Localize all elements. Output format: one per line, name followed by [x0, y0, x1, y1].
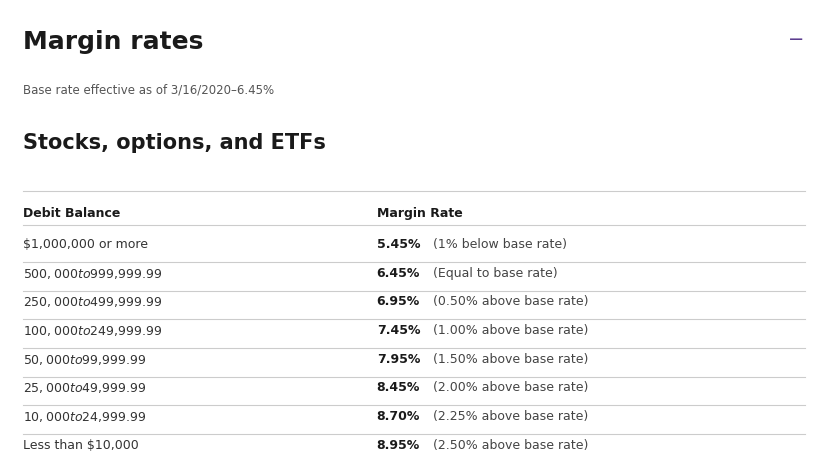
- Text: 6.45%: 6.45%: [376, 267, 419, 280]
- Text: $500,000 to $999,999.99: $500,000 to $999,999.99: [23, 267, 162, 281]
- Text: 8.70%: 8.70%: [376, 410, 419, 423]
- Text: (1.50% above base rate): (1.50% above base rate): [433, 353, 588, 365]
- Text: Less than $10,000: Less than $10,000: [23, 439, 139, 452]
- Text: Margin Rate: Margin Rate: [376, 207, 462, 220]
- Text: $1,000,000 or more: $1,000,000 or more: [23, 238, 148, 251]
- Text: $10,000 to $24,999.99: $10,000 to $24,999.99: [23, 410, 146, 424]
- Text: (0.50% above base rate): (0.50% above base rate): [433, 295, 588, 308]
- Text: Margin rates: Margin rates: [23, 30, 203, 54]
- Text: 8.45%: 8.45%: [376, 381, 419, 394]
- Text: Stocks, options, and ETFs: Stocks, options, and ETFs: [23, 133, 326, 153]
- Text: 5.45%: 5.45%: [376, 238, 420, 251]
- Text: (1% below base rate): (1% below base rate): [433, 238, 566, 251]
- Text: 6.95%: 6.95%: [376, 295, 419, 308]
- Text: Debit Balance: Debit Balance: [23, 207, 121, 220]
- Text: $25,000 to $49,999.99: $25,000 to $49,999.99: [23, 381, 146, 395]
- Text: $50,000 to $99,999.99: $50,000 to $99,999.99: [23, 353, 146, 367]
- Text: (2.25% above base rate): (2.25% above base rate): [433, 410, 587, 423]
- Text: 7.95%: 7.95%: [376, 353, 419, 365]
- Text: (Equal to base rate): (Equal to base rate): [433, 267, 557, 280]
- Text: (2.50% above base rate): (2.50% above base rate): [433, 439, 588, 452]
- Text: Base rate effective as of 3/16/2020–6.45%: Base rate effective as of 3/16/2020–6.45…: [23, 83, 274, 96]
- Text: (1.00% above base rate): (1.00% above base rate): [433, 324, 588, 337]
- Text: 7.45%: 7.45%: [376, 324, 420, 337]
- Text: 8.95%: 8.95%: [376, 439, 419, 452]
- Text: $250,000 to $499,999.99: $250,000 to $499,999.99: [23, 295, 162, 310]
- Text: −: −: [787, 30, 804, 49]
- Text: $100,000 to $249,999.99: $100,000 to $249,999.99: [23, 324, 162, 338]
- Text: (2.00% above base rate): (2.00% above base rate): [433, 381, 588, 394]
